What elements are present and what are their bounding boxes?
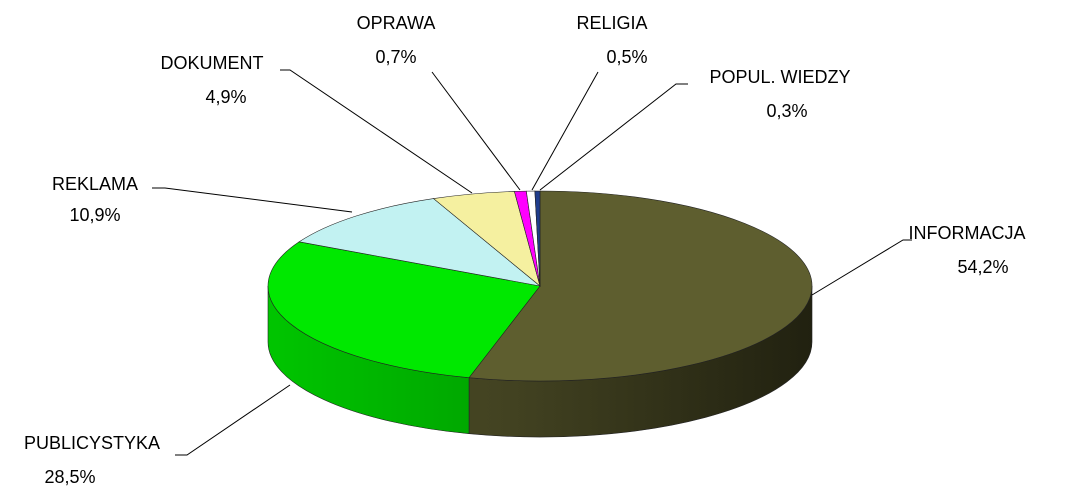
slice (267, 241, 541, 379)
leader-line (280, 69, 473, 194)
leader-line (539, 83, 688, 191)
leader-line (811, 239, 912, 296)
category-label: POPUL. WIEDZY (709, 67, 850, 87)
category-label: OPRAWA (357, 13, 436, 33)
value-label: 10,9% (69, 205, 120, 225)
category-label: DOKUMENT (161, 53, 264, 73)
value-label: 54,2% (957, 257, 1008, 277)
leader-line (431, 71, 521, 191)
value-label: 0,5% (606, 47, 647, 67)
leader-line (175, 384, 291, 456)
value-label: 4,9% (205, 87, 246, 107)
category-label: INFORMACJA (909, 223, 1026, 243)
category-label: PUBLICYSTYKA (24, 433, 160, 453)
category-label: REKLAMA (52, 174, 138, 194)
value-label: 0,3% (766, 101, 807, 121)
slice (298, 198, 542, 287)
slice (534, 190, 541, 287)
slice (468, 190, 813, 382)
leader-line (531, 71, 599, 191)
value-label: 28,5% (44, 467, 95, 487)
value-label: 0,7% (375, 47, 416, 67)
leader-line (152, 187, 353, 213)
category-label: RELIGIA (576, 13, 647, 33)
